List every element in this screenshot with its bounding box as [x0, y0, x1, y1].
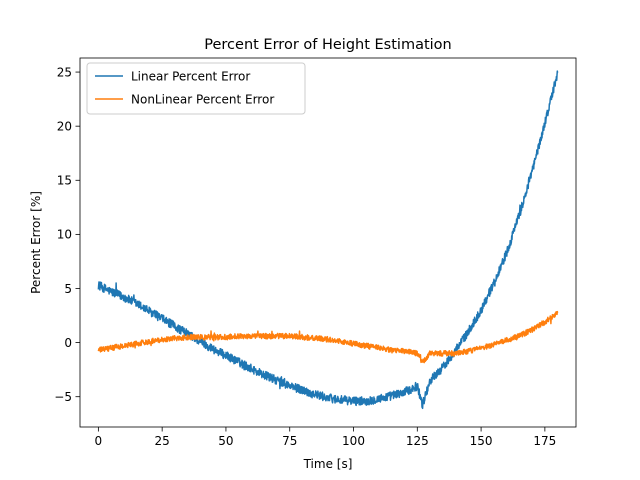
- y-tick-label: 10: [57, 228, 72, 242]
- x-tick-label: 50: [218, 434, 233, 448]
- x-tick-label: 100: [342, 434, 365, 448]
- series-layer: [97, 70, 559, 410]
- x-tick-label: 75: [282, 434, 297, 448]
- series-linear-line: [97, 70, 559, 410]
- x-axis: 0 25 50 75 100 125 150 175: [95, 427, 556, 448]
- legend: Linear Percent Error NonLinear Percent E…: [86, 62, 306, 115]
- x-tick-label: 150: [470, 434, 493, 448]
- plot-frame: [79, 57, 577, 428]
- legend-entry-linear: Linear Percent Error: [131, 69, 250, 83]
- y-tick-label: 20: [57, 119, 72, 133]
- x-tick-label: 175: [533, 434, 556, 448]
- y-tick-label: 5: [64, 282, 72, 296]
- y-tick-label: 15: [57, 174, 72, 188]
- series-nonlinear-line: [97, 310, 559, 364]
- x-axis-label: Time [s]: [303, 457, 353, 471]
- x-tick-label: 25: [155, 434, 170, 448]
- y-tick-label: 25: [57, 65, 72, 79]
- y-tick-label: 0: [64, 336, 72, 350]
- y-tick-label: −5: [54, 390, 72, 404]
- y-axis: −5 0 5 10 15 20 25: [54, 65, 80, 404]
- chart-title: Percent Error of Height Estimation: [204, 37, 451, 53]
- x-tick-label: 125: [406, 434, 429, 448]
- x-tick-label: 0: [95, 434, 103, 448]
- legend-box: [86, 62, 306, 115]
- y-axis-label: Percent Error [%]: [29, 191, 43, 294]
- legend-entry-nonlinear: NonLinear Percent Error: [131, 92, 274, 106]
